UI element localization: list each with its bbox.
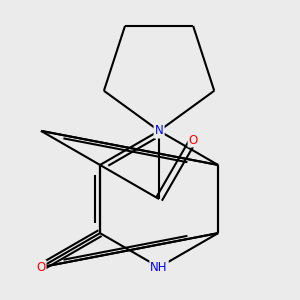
Text: O: O	[188, 134, 198, 146]
Text: N: N	[155, 124, 164, 137]
Text: O: O	[36, 261, 46, 274]
Text: NH: NH	[150, 261, 168, 274]
Text: N: N	[155, 124, 164, 137]
